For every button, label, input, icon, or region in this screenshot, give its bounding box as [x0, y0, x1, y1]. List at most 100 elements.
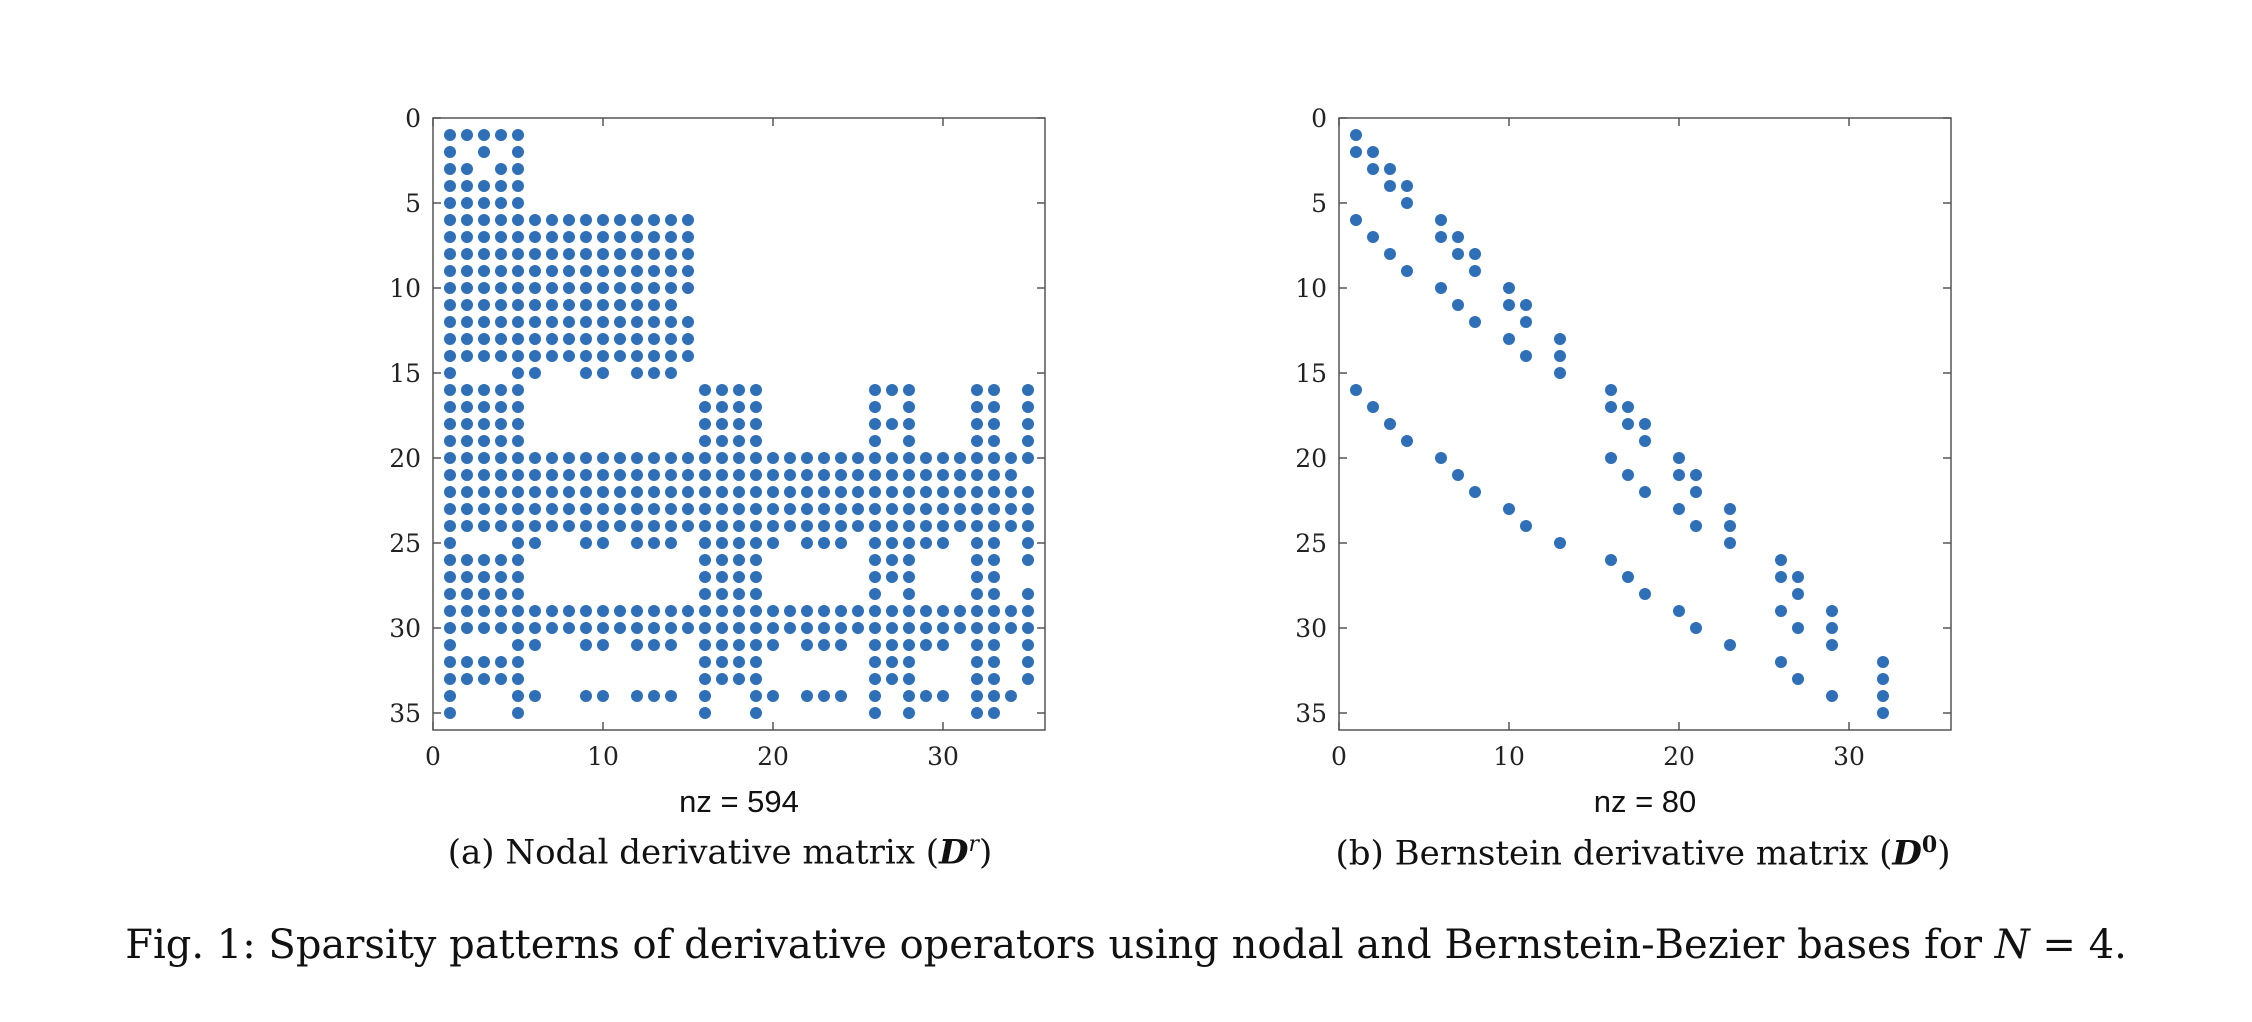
nonzero-point	[1503, 503, 1515, 515]
nonzero-point	[478, 486, 490, 498]
nonzero-point	[1367, 231, 1379, 243]
nonzero-point	[699, 605, 711, 617]
nonzero-point	[869, 520, 881, 532]
nonzero-point	[478, 401, 490, 413]
nonzero-point	[665, 605, 677, 617]
nonzero-point	[818, 469, 830, 481]
nonzero-point	[1605, 384, 1617, 396]
nonzero-point	[444, 231, 456, 243]
nonzero-point	[461, 163, 473, 175]
nonzero-point	[699, 435, 711, 447]
nonzero-point	[869, 452, 881, 464]
nonzero-point	[631, 248, 643, 260]
nonzero-point	[954, 486, 966, 498]
nonzero-point	[903, 571, 915, 583]
nonzero-point	[597, 520, 609, 532]
nonzero-point	[631, 367, 643, 379]
nonzero-point	[733, 401, 745, 413]
nonzero-point	[1022, 554, 1034, 566]
nonzero-point	[461, 299, 473, 311]
nonzero-point	[478, 384, 490, 396]
nonzero-point	[580, 350, 592, 362]
nonzero-point	[512, 690, 524, 702]
nonzero-point	[835, 605, 847, 617]
nonzero-point	[1605, 452, 1617, 464]
nonzero-point	[512, 248, 524, 260]
nonzero-point	[1022, 418, 1034, 430]
y-tick-label: 5	[405, 189, 421, 218]
nonzero-point	[1724, 537, 1736, 549]
nonzero-point	[1401, 435, 1413, 447]
axes-frame	[432, 117, 1046, 731]
nonzero-point	[512, 367, 524, 379]
nonzero-point	[988, 452, 1000, 464]
nonzero-point	[1826, 690, 1838, 702]
nonzero-point	[801, 622, 813, 634]
nonzero-point	[1690, 622, 1702, 634]
figure-caption-text: Fig. 1: Sparsity patterns of derivative …	[125, 922, 1995, 968]
nonzero-point	[1022, 673, 1034, 685]
nonzero-point	[1384, 180, 1396, 192]
nonzero-point	[648, 469, 660, 481]
nonzero-point	[767, 537, 779, 549]
nonzero-point	[954, 469, 966, 481]
nonzero-point	[1435, 214, 1447, 226]
nonzero-point	[648, 248, 660, 260]
x-tick-label: 30	[1833, 742, 1865, 771]
nonzero-point	[631, 537, 643, 549]
nonzero-point	[529, 605, 541, 617]
nonzero-point	[750, 639, 762, 651]
nonzero-point	[529, 282, 541, 294]
nonzero-point	[495, 656, 507, 668]
nonzero-point	[546, 452, 558, 464]
nonzero-point	[563, 622, 575, 634]
nonzero-point	[631, 231, 643, 243]
x-tick-label: 10	[587, 742, 619, 771]
nonzero-point	[580, 282, 592, 294]
nonzero-point	[750, 503, 762, 515]
nonzero-point	[767, 503, 779, 515]
nonzero-point	[1520, 520, 1532, 532]
nonzero-point	[903, 486, 915, 498]
nonzero-point	[529, 486, 541, 498]
nonzero-point	[597, 503, 609, 515]
nonzero-point	[1005, 690, 1017, 702]
nonzero-point	[682, 231, 694, 243]
nonzero-point	[716, 605, 728, 617]
nonzero-point	[478, 197, 490, 209]
nonzero-point	[682, 214, 694, 226]
nonzero-point	[512, 435, 524, 447]
nonzero-point	[512, 129, 524, 141]
nonzero-point	[699, 503, 711, 515]
nonzero-point	[580, 469, 592, 481]
nonzero-point	[1022, 435, 1034, 447]
nonzero-point	[903, 673, 915, 685]
nonzero-point	[478, 605, 490, 617]
nonzero-point	[614, 333, 626, 345]
nonzero-point	[1520, 316, 1532, 328]
nonzero-point	[801, 469, 813, 481]
nonzero-point	[1005, 503, 1017, 515]
nonzero-point	[495, 214, 507, 226]
nonzero-point	[665, 690, 677, 702]
nonzero-point	[818, 520, 830, 532]
nonzero-point	[971, 486, 983, 498]
nonzero-point	[529, 537, 541, 549]
nonzero-point	[920, 503, 932, 515]
nonzero-point	[750, 622, 762, 634]
nonzero-point	[886, 503, 898, 515]
nonzero-point	[512, 571, 524, 583]
nonzero-point	[461, 435, 473, 447]
nonzero-point	[546, 282, 558, 294]
nonzero-point	[665, 231, 677, 243]
nonzero-point	[563, 469, 575, 481]
nonzero-point	[971, 639, 983, 651]
nonzero-point	[461, 571, 473, 583]
nonzero-point	[818, 503, 830, 515]
figure-caption: Fig. 1: Sparsity patterns of derivative …	[125, 922, 2127, 968]
nonzero-point	[699, 537, 711, 549]
nonzero-point	[801, 537, 813, 549]
nonzero-point	[512, 588, 524, 600]
nonzero-point	[835, 503, 847, 515]
